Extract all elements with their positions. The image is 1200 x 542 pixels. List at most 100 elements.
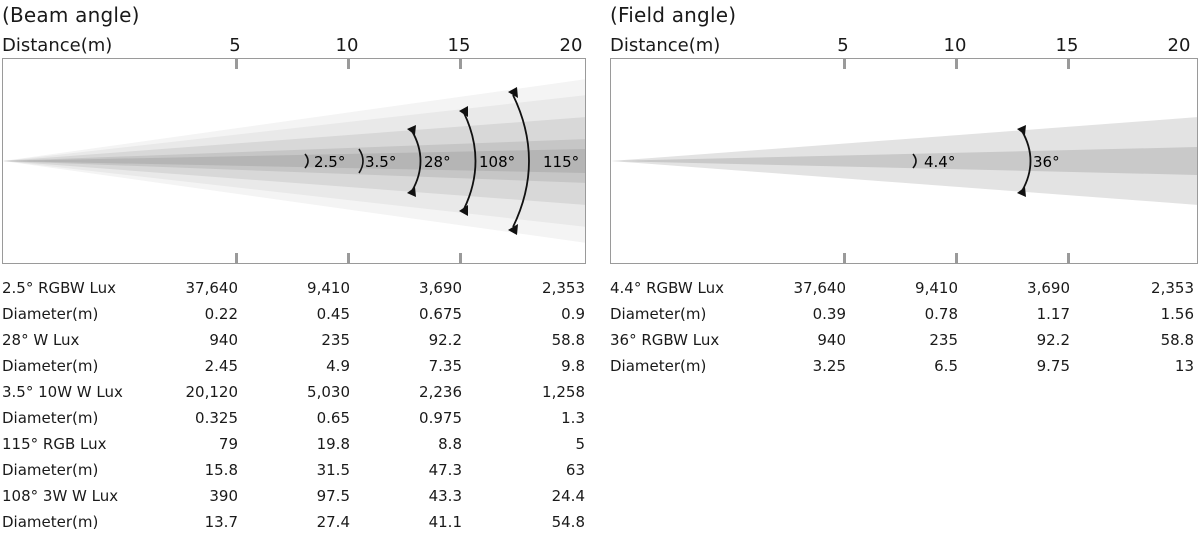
beam-arrowhead-108-bottom	[459, 205, 468, 216]
beam-arrow-28	[411, 130, 422, 192]
beam-arrowhead-115-top	[508, 87, 518, 98]
row-value-15m: 47.3	[428, 461, 462, 479]
row-value-15m: 0.975	[419, 409, 462, 427]
row-value-10m: 0.78	[924, 305, 958, 323]
row-value-10m: 4.9	[326, 357, 350, 375]
row-value-10m: 97.5	[316, 487, 350, 505]
field-angle-diagram: 4.4° 36°	[610, 58, 1198, 264]
row-value-20m: 1,258	[542, 383, 585, 401]
field-distance-label: Distance(m)	[610, 35, 721, 56]
row-value-15m: 7.35	[428, 357, 462, 375]
row-label: 3.5° 10W W Lux	[2, 383, 123, 401]
row-label: Diameter(m)	[2, 513, 99, 531]
row-value-5m: 13.7	[204, 513, 238, 531]
row-value-5m: 940	[209, 331, 238, 349]
field-angle-title: (Field angle)	[610, 3, 737, 27]
row-value-5m: 390	[209, 487, 238, 505]
row-value-20m: 13	[1174, 357, 1194, 375]
row-value-15m: 3,690	[1027, 279, 1070, 297]
beam-arrowhead-108-top	[459, 106, 468, 117]
row-value-5m: 15.8	[204, 461, 238, 479]
row-value-20m: 58.8	[551, 331, 585, 349]
row-value-15m: 2,236	[419, 383, 462, 401]
row-value-15m: 43.3	[428, 487, 462, 505]
field-angle-label-36: 36°	[1033, 153, 1060, 171]
row-value-15m: 8.8	[438, 435, 462, 453]
row-value-20m: 5	[575, 435, 585, 453]
field-top-tick-5	[843, 59, 846, 69]
row-label: Diameter(m)	[2, 409, 99, 427]
row-label: Diameter(m)	[610, 357, 707, 375]
beam-bottom-tick-10	[347, 253, 350, 263]
beam-distance-15: 15	[447, 35, 471, 56]
field-bottom-tick-15	[1067, 253, 1070, 263]
row-value-15m: 0.675	[419, 305, 462, 323]
row-value-15m: 9.75	[1036, 357, 1070, 375]
row-value-5m: 2.45	[204, 357, 238, 375]
row-value-15m: 92.2	[1036, 331, 1070, 349]
row-value-20m: 9.8	[561, 357, 585, 375]
field-distance-20: 20	[1167, 35, 1191, 56]
beam-angle-label-108: 108°	[479, 153, 515, 171]
beam-cone-2-5	[3, 149, 585, 173]
row-label: Diameter(m)	[2, 461, 99, 479]
field-distance-10: 10	[943, 35, 967, 56]
row-label: Diameter(m)	[2, 305, 99, 323]
beam-arc-2-5	[304, 153, 309, 169]
row-value-10m: 235	[321, 331, 350, 349]
row-value-15m: 41.1	[428, 513, 462, 531]
beam-angle-label-28: 28°	[424, 153, 451, 171]
row-value-20m: 63	[565, 461, 585, 479]
row-value-15m: 1.17	[1036, 305, 1070, 323]
row-value-20m: 54.8	[551, 513, 585, 531]
beam-distance-20: 20	[559, 35, 583, 56]
beam-angle-title: (Beam angle)	[2, 3, 140, 27]
beam-top-tick-5	[235, 59, 238, 69]
beam-angle-diagram: 2.5° 3.5° 28° 108° 115°	[2, 58, 586, 264]
beam-arrowhead-115-bottom	[508, 224, 518, 235]
field-top-tick-15	[1067, 59, 1070, 69]
row-value-5m: 37,640	[793, 279, 847, 297]
field-arrowhead-36-top	[1017, 125, 1026, 135]
row-value-20m: 1.56	[1160, 305, 1194, 323]
row-label: 28° W Lux	[2, 331, 80, 349]
beam-distance-5: 5	[229, 35, 241, 56]
row-label: Diameter(m)	[610, 305, 707, 323]
row-value-5m: 0.22	[204, 305, 238, 323]
row-value-5m: 3.25	[812, 357, 846, 375]
beam-angle-label-2-5: 2.5°	[314, 153, 345, 171]
beam-arrow-108	[463, 112, 477, 210]
row-value-20m: 2,353	[542, 279, 585, 297]
row-value-5m: 0.325	[195, 409, 238, 427]
field-arrow-36	[1021, 130, 1032, 192]
field-cone-4-4	[611, 147, 1197, 175]
row-value-5m: 79	[218, 435, 238, 453]
row-value-5m: 0.39	[812, 305, 846, 323]
row-label: 36° RGBW Lux	[610, 331, 720, 349]
field-bottom-tick-10	[955, 253, 958, 263]
row-value-10m: 6.5	[934, 357, 958, 375]
beam-bottom-tick-5	[235, 253, 238, 263]
row-value-5m: 37,640	[185, 279, 239, 297]
field-distance-15: 15	[1055, 35, 1079, 56]
row-value-20m: 2,353	[1151, 279, 1194, 297]
beam-top-tick-10	[347, 59, 350, 69]
row-value-10m: 0.45	[316, 305, 350, 323]
beam-arrow-115	[512, 94, 530, 228]
field-top-tick-10	[955, 59, 958, 69]
field-arc-4-4	[912, 153, 917, 169]
row-value-20m: 58.8	[1160, 331, 1194, 349]
row-label: 4.4° RGBW Lux	[610, 279, 725, 297]
field-bottom-tick-5	[843, 253, 846, 263]
field-arrowhead-36-bottom	[1017, 187, 1026, 197]
row-value-5m: 940	[817, 331, 846, 349]
field-distance-5: 5	[837, 35, 849, 56]
field-angle-label-4-4: 4.4°	[924, 153, 955, 171]
row-value-15m: 92.2	[428, 331, 462, 349]
row-value-10m: 19.8	[316, 435, 350, 453]
beam-angle-label-3-5: 3.5°	[365, 153, 396, 171]
beam-arc-3-5	[358, 148, 364, 174]
row-label: 2.5° RGBW Lux	[2, 279, 117, 297]
row-value-5m: 20,120	[185, 383, 239, 401]
row-value-15m: 3,690	[419, 279, 462, 297]
